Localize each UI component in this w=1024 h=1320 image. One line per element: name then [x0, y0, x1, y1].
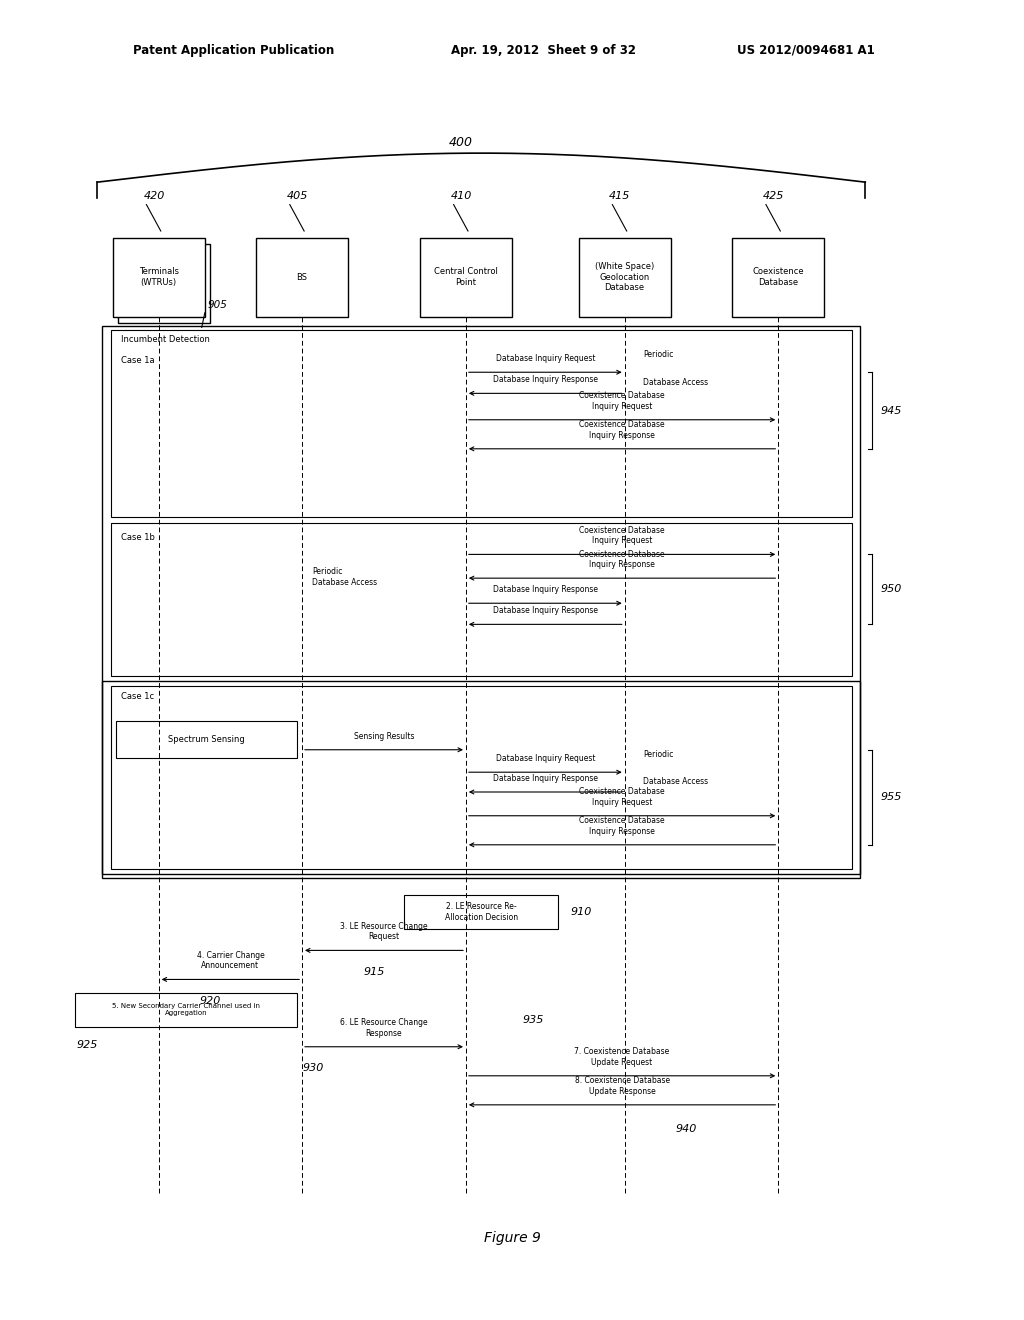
Text: 7. Coexistence Database
Update Request: 7. Coexistence Database Update Request — [574, 1047, 670, 1067]
Bar — [111, 523, 852, 676]
Text: Coexistence Database
Inquiry Response: Coexistence Database Inquiry Response — [580, 549, 665, 569]
Text: 910: 910 — [570, 907, 592, 917]
Text: Coexistence Database
Inquiry Request: Coexistence Database Inquiry Request — [580, 787, 665, 807]
Text: Database Access: Database Access — [643, 378, 709, 387]
Text: Case 1a: Case 1a — [121, 356, 155, 366]
Bar — [102, 326, 860, 878]
Text: 6. LE Resource Change
Response: 6. LE Resource Change Response — [340, 1018, 428, 1038]
Text: 4. Carrier Change
Announcement: 4. Carrier Change Announcement — [197, 950, 264, 970]
Text: Database Access: Database Access — [643, 777, 709, 787]
Text: Database Inquiry Request: Database Inquiry Request — [496, 754, 595, 763]
Bar — [111, 686, 852, 869]
Text: Coexistence
Database: Coexistence Database — [753, 268, 804, 286]
Bar — [111, 330, 852, 517]
Text: 935: 935 — [522, 1015, 544, 1026]
Text: Periodic: Periodic — [643, 350, 674, 359]
Text: Periodic
Database Access: Periodic Database Access — [312, 568, 378, 586]
Text: 405: 405 — [287, 190, 308, 201]
Text: Database Inquiry Request: Database Inquiry Request — [496, 354, 595, 363]
Text: Database Inquiry Response: Database Inquiry Response — [493, 606, 598, 615]
Text: 420: 420 — [143, 190, 165, 201]
Text: 415: 415 — [609, 190, 631, 201]
Bar — [256, 238, 348, 317]
Text: Case 1b: Case 1b — [121, 533, 155, 543]
Bar — [118, 244, 210, 323]
Text: Coexistence Database
Inquiry Response: Coexistence Database Inquiry Response — [580, 816, 665, 836]
Text: 945: 945 — [881, 405, 902, 416]
Bar — [113, 238, 205, 317]
Text: 950: 950 — [881, 585, 902, 594]
Text: 2. LE Resource Re-
Allocation Decision: 2. LE Resource Re- Allocation Decision — [444, 903, 518, 921]
Text: 925: 925 — [77, 1040, 98, 1051]
Text: Incumbent Detection: Incumbent Detection — [121, 335, 210, 345]
Text: 5. New Secondary Carrier Channel used in
Aggregation: 5. New Secondary Carrier Channel used in… — [112, 1003, 260, 1016]
Text: Database Inquiry Response: Database Inquiry Response — [493, 585, 598, 594]
Bar — [75, 993, 297, 1027]
Text: 915: 915 — [364, 966, 385, 977]
Text: US 2012/0094681 A1: US 2012/0094681 A1 — [737, 44, 876, 57]
Text: Figure 9: Figure 9 — [483, 1232, 541, 1245]
Text: 930: 930 — [302, 1063, 324, 1073]
Text: Spectrum Sensing: Spectrum Sensing — [168, 735, 245, 743]
Text: Coexistence Database
Inquiry Request: Coexistence Database Inquiry Request — [580, 525, 665, 545]
Text: Terminals
(WTRUs): Terminals (WTRUs) — [138, 268, 179, 286]
Text: 920: 920 — [200, 995, 221, 1006]
Text: Coexistence Database
Inquiry Response: Coexistence Database Inquiry Response — [580, 420, 665, 440]
Text: 955: 955 — [881, 792, 902, 803]
Bar — [404, 895, 558, 929]
Text: 905: 905 — [208, 300, 227, 310]
Bar — [116, 721, 297, 758]
Text: 3. LE Resource Change
Request: 3. LE Resource Change Request — [340, 921, 428, 941]
Bar — [732, 238, 824, 317]
Text: (White Space)
Geolocation
Database: (White Space) Geolocation Database — [595, 263, 654, 292]
Text: 940: 940 — [676, 1123, 697, 1134]
Text: 425: 425 — [763, 190, 784, 201]
Text: 400: 400 — [449, 136, 473, 149]
Text: Coexistence Database
Inquiry Request: Coexistence Database Inquiry Request — [580, 391, 665, 411]
Text: Apr. 19, 2012  Sheet 9 of 32: Apr. 19, 2012 Sheet 9 of 32 — [451, 44, 636, 57]
Text: Database Inquiry Response: Database Inquiry Response — [493, 774, 598, 783]
Bar — [579, 238, 671, 317]
Text: Central Control
Point: Central Control Point — [434, 268, 498, 286]
Text: Patent Application Publication: Patent Application Publication — [133, 44, 335, 57]
Text: 8. Coexistence Database
Update Response: 8. Coexistence Database Update Response — [574, 1076, 670, 1096]
Bar — [102, 681, 860, 874]
Text: Case 1c: Case 1c — [121, 692, 154, 701]
Text: 410: 410 — [451, 190, 472, 201]
Text: Sensing Results: Sensing Results — [353, 731, 415, 741]
Text: Periodic: Periodic — [643, 750, 674, 759]
Bar — [420, 238, 512, 317]
Text: Database Inquiry Response: Database Inquiry Response — [493, 375, 598, 384]
Text: BS: BS — [297, 273, 307, 281]
